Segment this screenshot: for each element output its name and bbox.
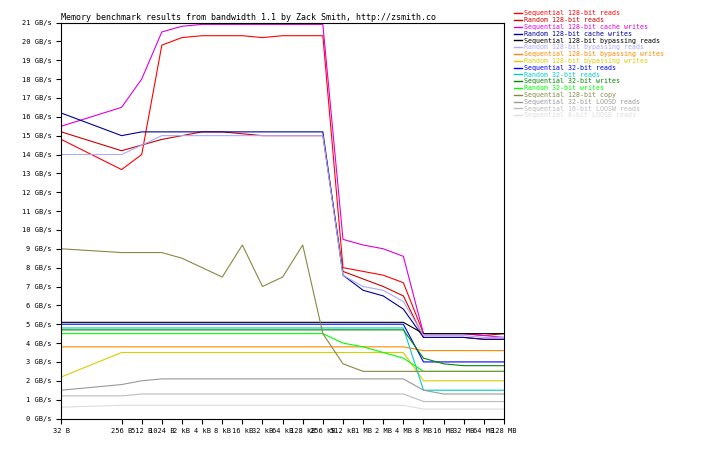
Text: Memory benchmark results from bandwidth 1.1 by Zack Smith, http://zsmith.co: Memory benchmark results from bandwidth …: [61, 13, 436, 22]
Legend: Sequential 128-bit reads, Random 128-bit reads, Sequential 128-bit cache writes,: Sequential 128-bit reads, Random 128-bit…: [511, 8, 666, 121]
